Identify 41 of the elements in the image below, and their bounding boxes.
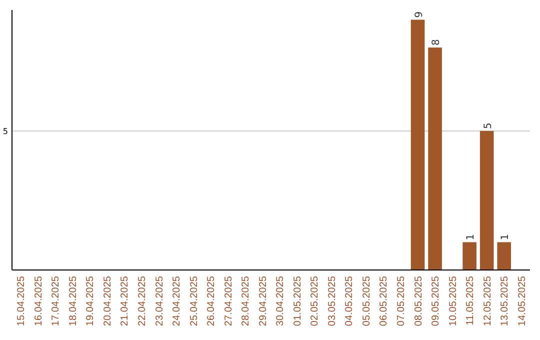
x-tick-label: 04.05.2025: [344, 276, 356, 326]
bar: [480, 130, 494, 270]
data-label: 9: [414, 11, 425, 18]
x-tick-label: 03.05.2025: [326, 276, 338, 326]
x-tick-label: 05.05.2025: [361, 276, 372, 326]
bar: [410, 20, 425, 270]
x-tick-label: 19.04.2025: [85, 276, 96, 326]
x-tick-label: 27.04.2025: [223, 276, 234, 326]
x-tick-label: 18.04.2025: [68, 276, 79, 326]
x-tick-label: 17.04.2025: [50, 276, 62, 326]
x-tick-label: 30.04.2025: [275, 276, 286, 326]
x-tick-label: 23.04.2025: [154, 276, 166, 326]
x-tick-label: 26.04.2025: [206, 276, 218, 326]
x-tick-label: 12.05.2025: [482, 276, 494, 326]
data-label: 1: [466, 234, 477, 240]
data-label: 1: [500, 234, 512, 240]
x-tick-label: 29.04.2025: [258, 276, 269, 326]
bar: [428, 48, 442, 270]
x-tick-label: 21.04.2025: [120, 276, 131, 326]
x-tick-label: 01.05.2025: [292, 276, 304, 326]
bar: [462, 242, 476, 270]
x-tick-label: 13.05.2025: [500, 276, 511, 326]
data-label: 5: [482, 122, 494, 129]
x-tick-label: 28.04.2025: [240, 276, 252, 326]
x-tick-label: 06.05.2025: [378, 276, 390, 326]
x-tick-label: 11.05.2025: [465, 276, 476, 326]
x-tick-label: 15.04.2025: [16, 276, 28, 326]
x-tick-label: 14.05.2025: [516, 276, 528, 326]
x-tick-label: 10.05.2025: [448, 276, 459, 326]
x-tick-label: 22.04.2025: [137, 276, 148, 326]
x-tick-label: 07.05.2025: [396, 276, 407, 326]
ref-line-label: 5: [2, 126, 8, 136]
x-tick-label: 20.04.2025: [102, 276, 114, 326]
data-label: 8: [431, 39, 442, 46]
x-tick-label: 24.04.2025: [172, 276, 183, 326]
x-tick-label: 02.05.2025: [310, 276, 321, 326]
x-tick-label: 09.05.2025: [430, 276, 442, 326]
bar: [497, 242, 512, 270]
x-tick-label: 08.05.2025: [413, 276, 424, 326]
x-tick-label: 25.04.2025: [188, 276, 200, 326]
x-tick-label: 16.04.2025: [33, 276, 44, 326]
